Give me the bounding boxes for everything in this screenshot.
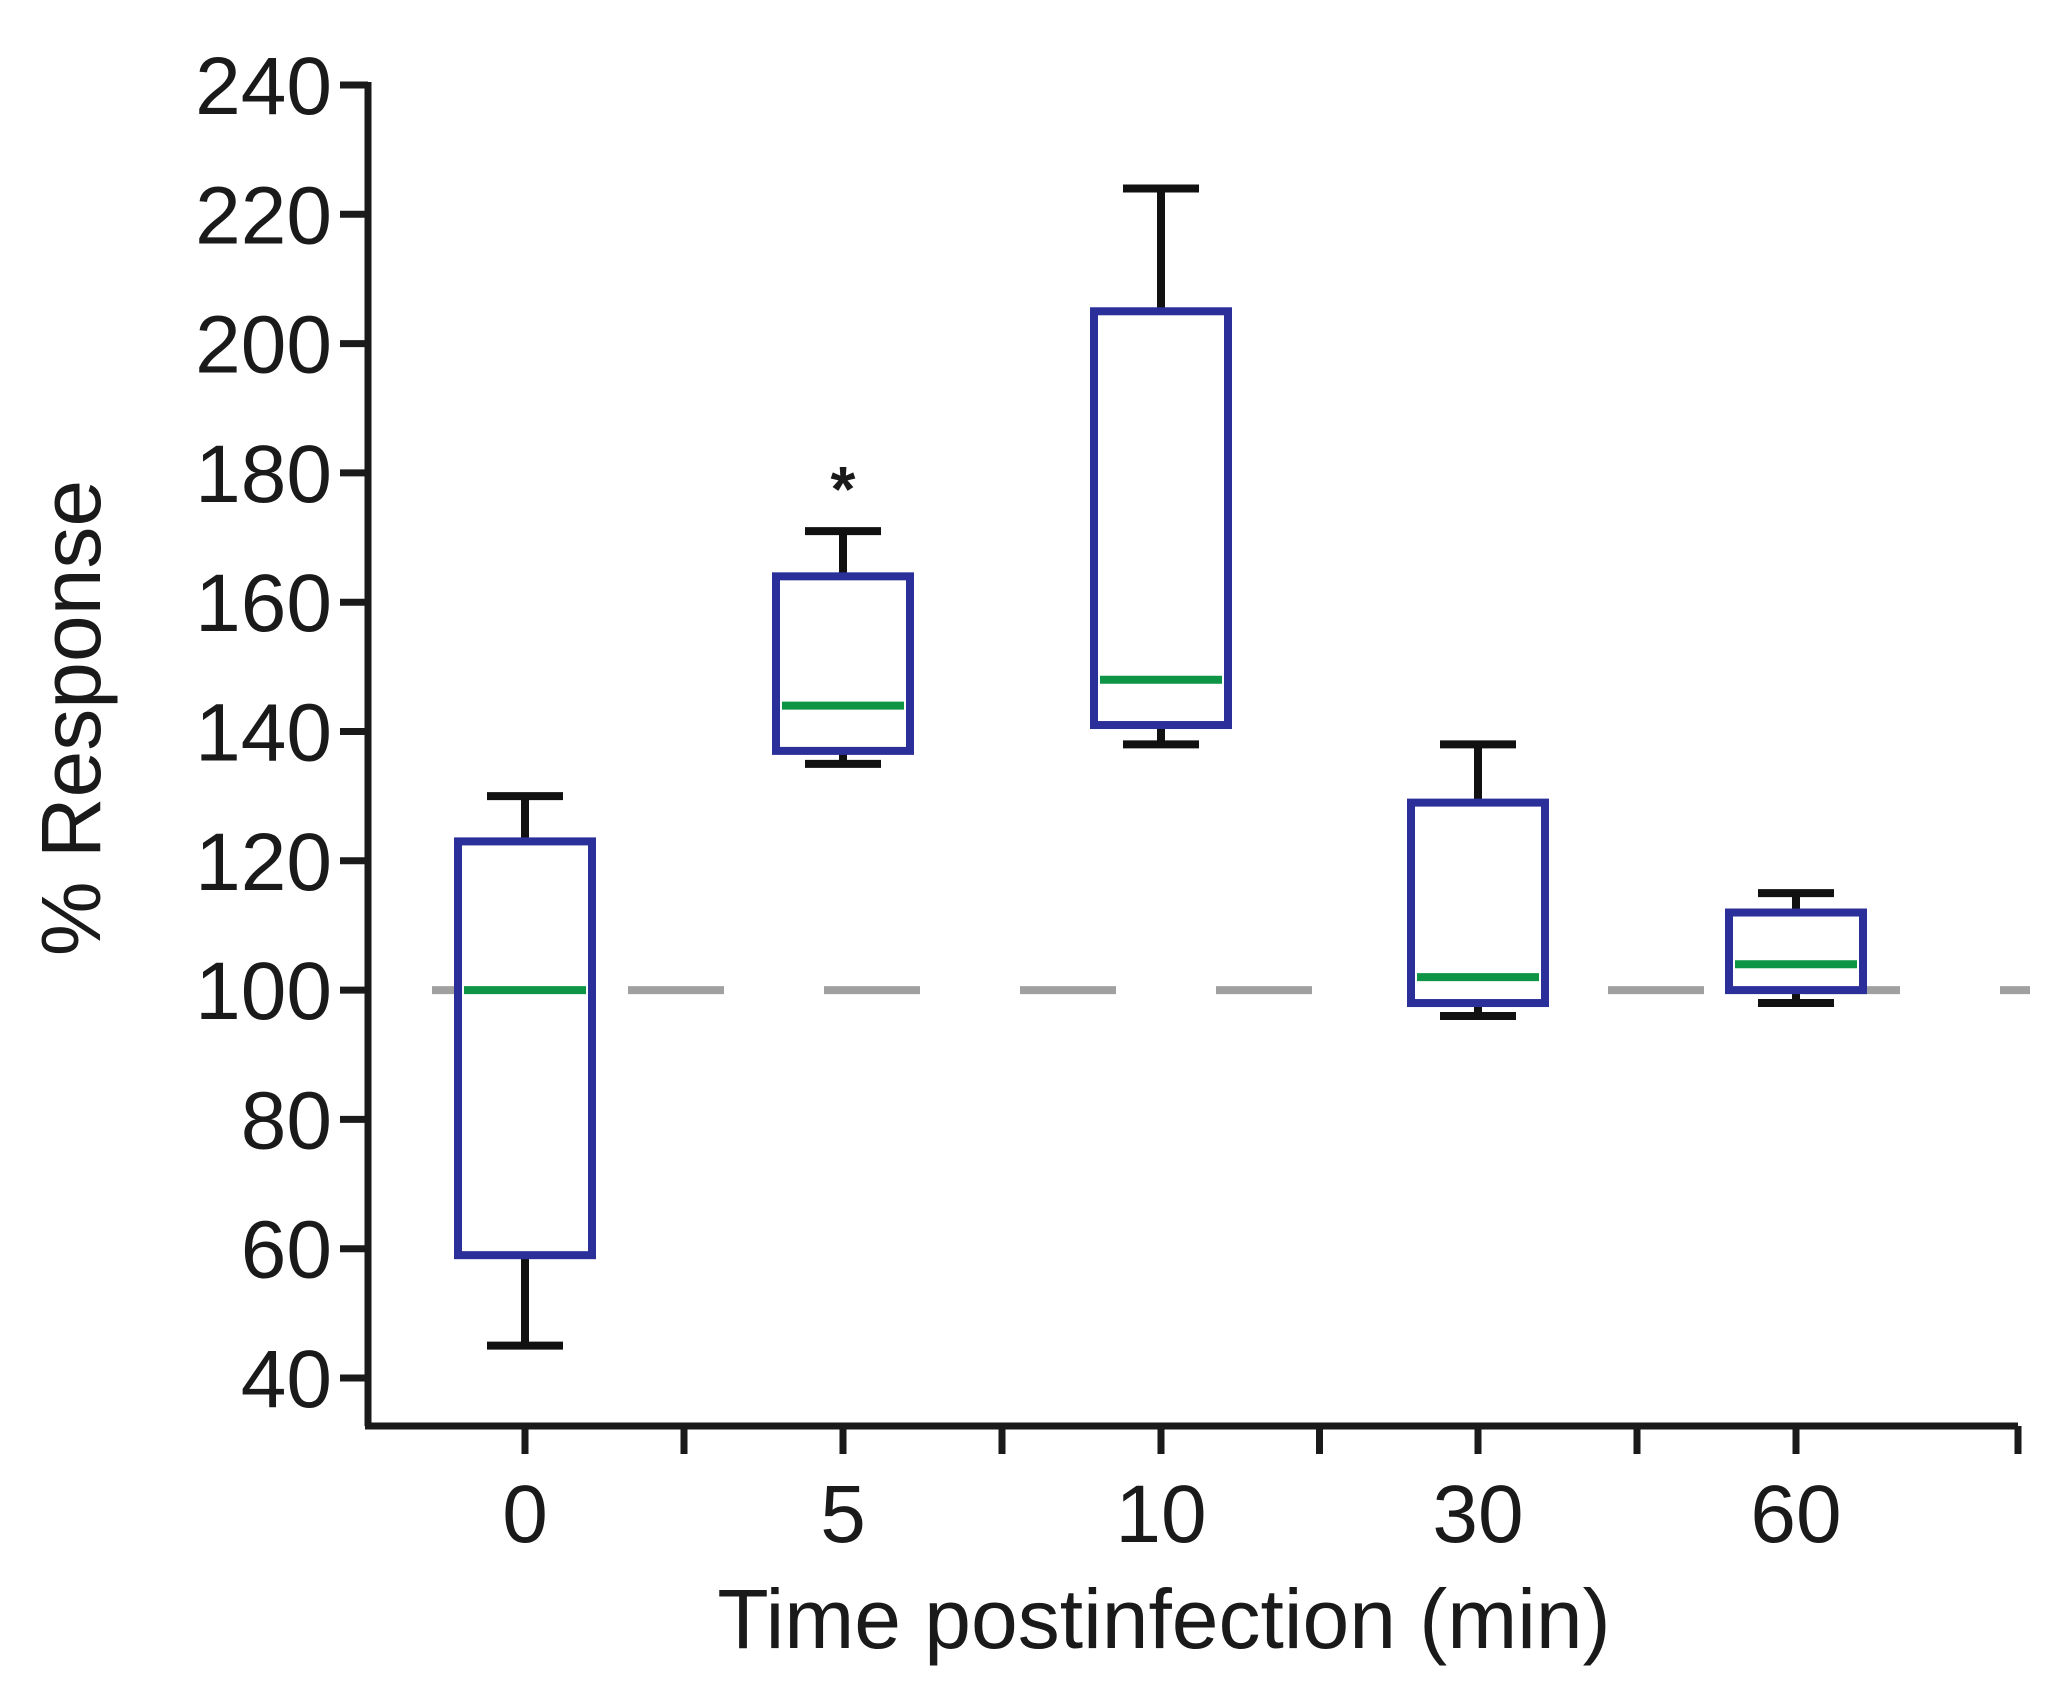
x-tick-label-0: 0 <box>502 1469 548 1560</box>
iqr-box-0 <box>454 837 596 1260</box>
y-tick-label-180: 180 <box>195 429 332 520</box>
box-5: * <box>772 453 914 768</box>
y-tick-label-220: 220 <box>195 170 332 261</box>
y-tick-label-120: 120 <box>195 817 332 908</box>
y-axis-title: % Response <box>24 480 118 956</box>
box-10 <box>1090 184 1232 749</box>
iqr-box-30 <box>1407 798 1549 1008</box>
iqr-box-60 <box>1725 908 1867 995</box>
y-tick-label-40: 40 <box>241 1334 332 1425</box>
y-tick-label-240: 240 <box>195 41 332 132</box>
y-tick-label-160: 160 <box>195 558 332 649</box>
x-tick-label-10: 10 <box>1115 1469 1206 1560</box>
x-tick-label-60: 60 <box>1750 1469 1841 1560</box>
x-tick-label-30: 30 <box>1432 1469 1523 1560</box>
iqr-box-5 <box>772 572 914 755</box>
y-tick-label-60: 60 <box>241 1205 332 1296</box>
boxes-layer: * <box>454 184 1867 1350</box>
box-60 <box>1725 889 1867 1008</box>
significance-marker-5: * <box>831 453 856 525</box>
box-0 <box>454 792 596 1350</box>
labels-layer: 40 60 80 100 120 140 160 180 200 220 240 0 5 10 30 60 <box>195 41 1841 1560</box>
y-tick-label-80: 80 <box>241 1075 332 1166</box>
x-axis-title: Time postinfection (min) <box>717 1572 1610 1666</box>
axes-layer <box>340 81 2022 1454</box>
y-tick-label-140: 140 <box>195 688 332 779</box>
y-tick-label-200: 200 <box>195 300 332 391</box>
x-tick-label-5: 5 <box>820 1469 866 1560</box>
y-tick-label-100: 100 <box>195 946 332 1037</box>
box-30 <box>1407 740 1549 1020</box>
iqr-box-10 <box>1090 307 1232 730</box>
